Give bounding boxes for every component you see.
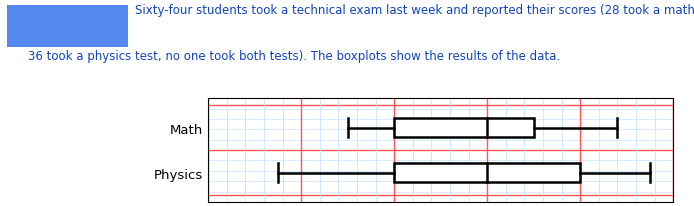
- Bar: [7, 6, 128, 47]
- Text: 36 took a physics test, no one took both tests). The boxplots show the results o: 36 took a physics test, no one took both…: [28, 49, 560, 62]
- Bar: [394, 163, 580, 182]
- Bar: [394, 119, 534, 137]
- Text: Sixty-four students took a technical exam last week and reported their scores (2: Sixty-four students took a technical exa…: [135, 4, 694, 17]
